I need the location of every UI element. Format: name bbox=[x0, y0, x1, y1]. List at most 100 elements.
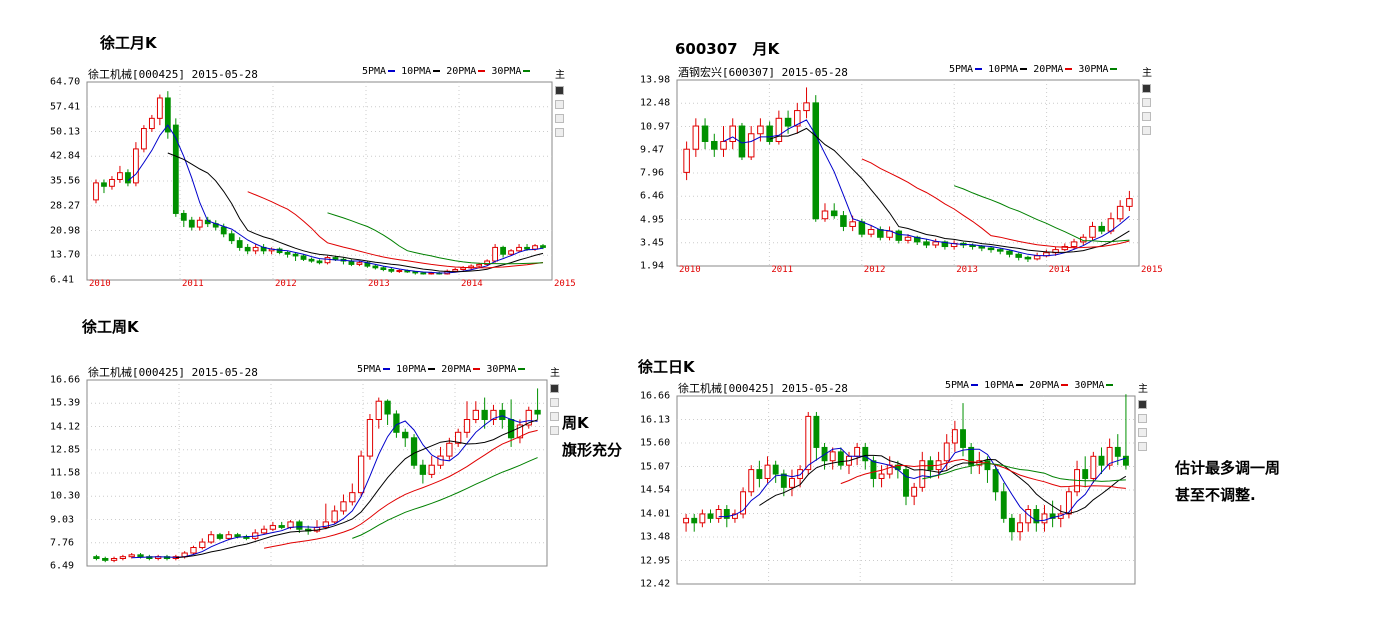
legend-item: 10PMA bbox=[401, 66, 432, 77]
side-toggle-button[interactable] bbox=[1138, 400, 1147, 409]
legend-item: 5PMA bbox=[949, 64, 974, 75]
candle bbox=[1000, 482, 1007, 523]
candle bbox=[278, 521, 285, 530]
legend-item: 30PMA bbox=[1074, 380, 1105, 391]
x-tick-label: 2010 bbox=[89, 279, 111, 289]
ma-legend: 5PMA 10PMA 20PMA 30PMA bbox=[945, 380, 1119, 394]
candle bbox=[455, 428, 462, 447]
x-tick-label: 2013 bbox=[956, 265, 978, 275]
y-tick-label: 7.76 bbox=[50, 537, 75, 549]
candle bbox=[794, 102, 801, 134]
legend-item: 20PMA bbox=[1033, 64, 1064, 75]
y-tick-label: 15.39 bbox=[50, 397, 81, 409]
candle bbox=[732, 509, 738, 523]
y-tick-label: 9.47 bbox=[640, 144, 665, 156]
legend-item: 10PMA bbox=[396, 364, 427, 375]
chart-header: 徐工机械[000425] 2015-05-28 bbox=[88, 366, 258, 379]
candle bbox=[1082, 456, 1089, 488]
side-toggle-button[interactable] bbox=[1142, 112, 1151, 121]
candle bbox=[481, 397, 488, 429]
chart-header: 酒钢宏兴[600307] 2015-05-28 bbox=[678, 66, 848, 79]
candle bbox=[757, 118, 764, 142]
y-axis: 64.70 57.41 50.13 42.84 35.56 28.27 20.98 13.70… bbox=[50, 77, 90, 286]
side-toggle-button[interactable] bbox=[1142, 98, 1151, 107]
side-label: 主 bbox=[1142, 68, 1152, 79]
candle bbox=[490, 404, 497, 425]
candle bbox=[923, 238, 930, 249]
y-axis: 16.66 15.39 14.12 12.85 11.58 10.30 9.03 7.76 6.… bbox=[50, 375, 90, 572]
side-toggle-button[interactable] bbox=[1138, 428, 1147, 437]
plot-area: 2010 2011 2012 2013 2014 2015 bbox=[86, 81, 576, 289]
ma30-line bbox=[953, 185, 1130, 243]
side-toggle-button[interactable] bbox=[550, 398, 559, 407]
candle bbox=[269, 521, 277, 532]
chart-xg-day: 徐工机械[000425] 2015-05-28 5PMA 10PMA 20PMA 30P… bbox=[640, 380, 1155, 590]
side-toggle-button[interactable] bbox=[555, 114, 564, 123]
side-toggle-button[interactable] bbox=[1142, 84, 1151, 93]
legend-swatch bbox=[971, 384, 979, 386]
side-toggle-button[interactable] bbox=[1142, 126, 1151, 135]
candle bbox=[322, 503, 329, 530]
legend-item: 5PMA bbox=[945, 380, 970, 391]
y-tick-label: 3.45 bbox=[640, 237, 665, 249]
side-toggle-button[interactable] bbox=[555, 86, 564, 95]
ma20-line bbox=[840, 458, 1126, 489]
ma-legend: 5PMA 10PMA 20PMA 30PMA bbox=[357, 364, 531, 378]
candle bbox=[276, 247, 283, 255]
side-toggle-button[interactable] bbox=[1138, 414, 1147, 423]
y-tick-label: 13.48 bbox=[640, 531, 671, 543]
side-toggle-button[interactable] bbox=[555, 100, 564, 109]
candle bbox=[207, 531, 215, 544]
candle bbox=[252, 244, 259, 255]
candle bbox=[110, 556, 118, 563]
candle bbox=[140, 125, 147, 153]
candle bbox=[331, 505, 338, 524]
candle bbox=[867, 224, 875, 238]
x-tick-label: 2014 bbox=[1049, 265, 1071, 275]
plot-area bbox=[86, 379, 548, 567]
y-tick-label: 6.46 bbox=[640, 190, 665, 202]
candle bbox=[821, 203, 829, 222]
candle bbox=[148, 114, 155, 132]
candle bbox=[225, 531, 232, 541]
y-tick-label: 14.12 bbox=[50, 421, 81, 432]
y-tick-label: 10.97 bbox=[640, 121, 671, 132]
side-toggle-button[interactable] bbox=[555, 128, 564, 137]
ma5-line bbox=[131, 415, 538, 559]
legend-item: 30PMA bbox=[486, 364, 517, 375]
plot-area: 2010 2011 2012 2013 2014 2015 bbox=[676, 79, 1163, 275]
candle bbox=[837, 447, 844, 470]
candle bbox=[402, 428, 409, 447]
candle bbox=[1122, 394, 1129, 470]
candle bbox=[516, 419, 524, 444]
candle bbox=[316, 259, 323, 265]
candle bbox=[101, 179, 107, 194]
side-toggle-button[interactable] bbox=[550, 412, 559, 421]
y-tick-label: 1.94 bbox=[640, 260, 665, 272]
ma10-line bbox=[175, 419, 538, 559]
legend-swatch bbox=[1020, 68, 1028, 70]
day-note-2: 甚至不调整. bbox=[1175, 486, 1256, 504]
candle bbox=[516, 244, 522, 253]
candle bbox=[119, 554, 127, 561]
candle bbox=[260, 525, 268, 535]
legend-swatch bbox=[975, 68, 983, 70]
side-toggle-button[interactable] bbox=[550, 384, 559, 393]
y-tick-label: 6.41 bbox=[50, 274, 75, 286]
candle bbox=[987, 246, 995, 253]
y-tick-label: 20.98 bbox=[50, 225, 81, 236]
candle bbox=[1015, 252, 1022, 261]
y-tick-label: 12.95 bbox=[640, 555, 671, 566]
candle bbox=[911, 482, 918, 506]
x-tick-label: 2011 bbox=[771, 265, 793, 275]
candle bbox=[775, 110, 783, 145]
y-tick-label: 16.66 bbox=[640, 390, 671, 402]
candle bbox=[830, 203, 838, 219]
side-toggle-button[interactable] bbox=[1138, 442, 1147, 451]
candle bbox=[1008, 513, 1015, 541]
candle bbox=[756, 460, 763, 488]
side-toggle-button[interactable] bbox=[550, 426, 559, 435]
y-tick-label: 9.03 bbox=[50, 514, 75, 525]
y-tick-label: 13.70 bbox=[50, 249, 81, 261]
legend-swatch bbox=[478, 70, 486, 72]
